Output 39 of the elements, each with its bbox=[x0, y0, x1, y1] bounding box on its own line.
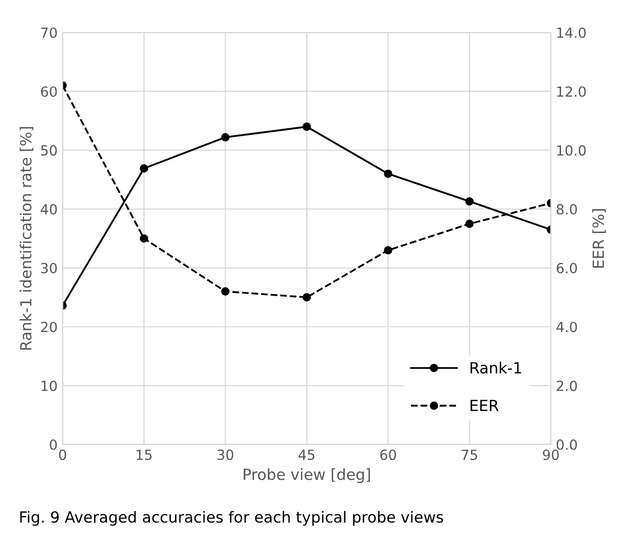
x-tick-label: 60 bbox=[380, 450, 396, 460]
y-axis-title: Rank-1 identification rate [%] bbox=[20, 127, 34, 350]
caption: Fig. 9 Averaged accuracies for each typical probe views bbox=[20, 510, 444, 526]
y2-tick-label: 10.0 bbox=[557, 145, 586, 156]
x-tick-label: 75 bbox=[462, 450, 478, 460]
y-tick-label: 70 bbox=[41, 27, 57, 38]
y2-tick-label: 4.0 bbox=[556, 322, 577, 332]
x-tick-label: 90 bbox=[542, 450, 559, 460]
y-tick-label: 0 bbox=[50, 439, 57, 450]
x-tick-label: 45 bbox=[298, 450, 314, 460]
legend-label: Rank-1 bbox=[470, 362, 522, 374]
point bbox=[302, 293, 311, 302]
y-tick-label: 40 bbox=[40, 204, 57, 215]
point bbox=[221, 133, 230, 142]
y2-tick-label: 6.0 bbox=[556, 262, 577, 274]
y-tick-label: 60 bbox=[41, 86, 57, 97]
y-tick-label: 30 bbox=[41, 262, 57, 274]
point bbox=[465, 197, 474, 206]
legend-label: EER bbox=[470, 400, 499, 412]
x-axis-title: Probe view [deg] bbox=[244, 468, 370, 484]
point bbox=[140, 234, 148, 243]
point bbox=[384, 246, 392, 254]
y2-tick-label: 2.0 bbox=[556, 380, 577, 392]
y2-tick-label: 12.0 bbox=[557, 86, 586, 97]
y2-axis-title: EER [%] bbox=[592, 209, 606, 268]
y-tick-label: 20 bbox=[41, 322, 57, 332]
y2-tick-label: 0.0 bbox=[556, 439, 577, 450]
point bbox=[384, 170, 392, 178]
x-tick-label: 15 bbox=[136, 450, 152, 460]
x-tick-label: 30 bbox=[218, 450, 234, 460]
y-tick-label: 10 bbox=[42, 380, 57, 392]
point bbox=[140, 164, 148, 173]
point bbox=[221, 287, 230, 296]
y2-tick-label: 8.0 bbox=[556, 204, 577, 215]
point bbox=[465, 220, 474, 228]
point bbox=[302, 122, 311, 131]
x-tick-label: 0 bbox=[59, 450, 66, 460]
y-tick-label: 50 bbox=[41, 145, 57, 156]
y2-tick-label: 14.0 bbox=[557, 27, 586, 38]
